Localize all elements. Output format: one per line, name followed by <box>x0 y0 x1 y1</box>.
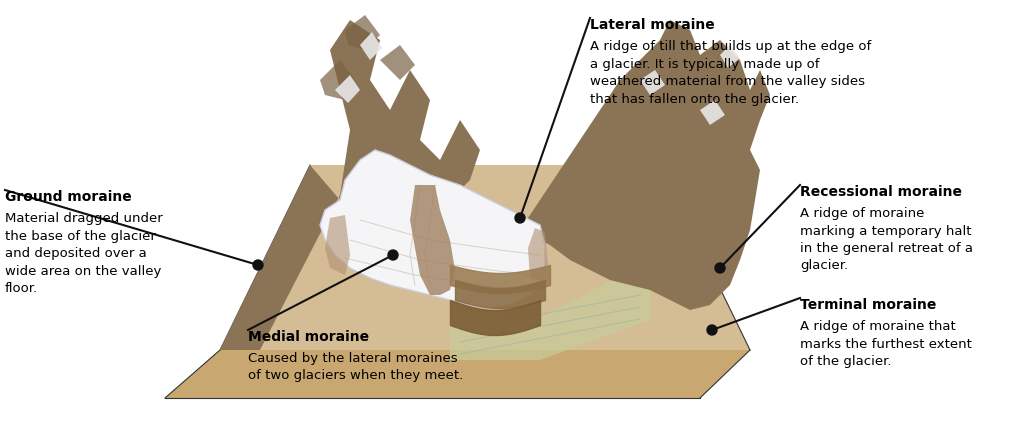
Polygon shape <box>345 15 380 50</box>
Polygon shape <box>220 165 750 350</box>
Polygon shape <box>700 100 725 125</box>
Circle shape <box>515 213 525 223</box>
Polygon shape <box>165 350 750 398</box>
Polygon shape <box>320 150 545 308</box>
Polygon shape <box>335 75 360 103</box>
Text: Medial moraine: Medial moraine <box>248 330 369 344</box>
Text: Ground moraine: Ground moraine <box>5 190 132 204</box>
Circle shape <box>388 250 398 260</box>
Polygon shape <box>380 45 415 80</box>
Polygon shape <box>220 20 480 350</box>
Polygon shape <box>320 60 355 100</box>
Circle shape <box>715 263 725 273</box>
Text: Material dragged under
the base of the glacier
and deposited over a
wide area on: Material dragged under the base of the g… <box>5 212 163 295</box>
Circle shape <box>253 260 263 270</box>
Polygon shape <box>410 185 455 295</box>
Text: A ridge of moraine that
marks the furthest extent
of the glacier.: A ridge of moraine that marks the furthe… <box>800 320 972 368</box>
Polygon shape <box>520 20 770 310</box>
Polygon shape <box>640 70 665 95</box>
Text: A ridge of till that builds up at the edge of
a glacier. It is typically made up: A ridge of till that builds up at the ed… <box>590 40 871 105</box>
Text: Caused by the lateral moraines
of two glaciers when they meet.: Caused by the lateral moraines of two gl… <box>248 352 464 382</box>
Text: Recessional moraine: Recessional moraine <box>800 185 962 199</box>
Polygon shape <box>325 215 350 275</box>
Text: A ridge of moraine
marking a temporary halt
in the general retreat of a
glacier.: A ridge of moraine marking a temporary h… <box>800 207 973 272</box>
Text: Lateral moraine: Lateral moraine <box>590 18 715 32</box>
Text: Terminal moraine: Terminal moraine <box>800 298 936 312</box>
Polygon shape <box>720 45 740 68</box>
Polygon shape <box>360 32 382 60</box>
Polygon shape <box>528 228 548 280</box>
Circle shape <box>707 325 717 335</box>
Polygon shape <box>450 260 650 360</box>
